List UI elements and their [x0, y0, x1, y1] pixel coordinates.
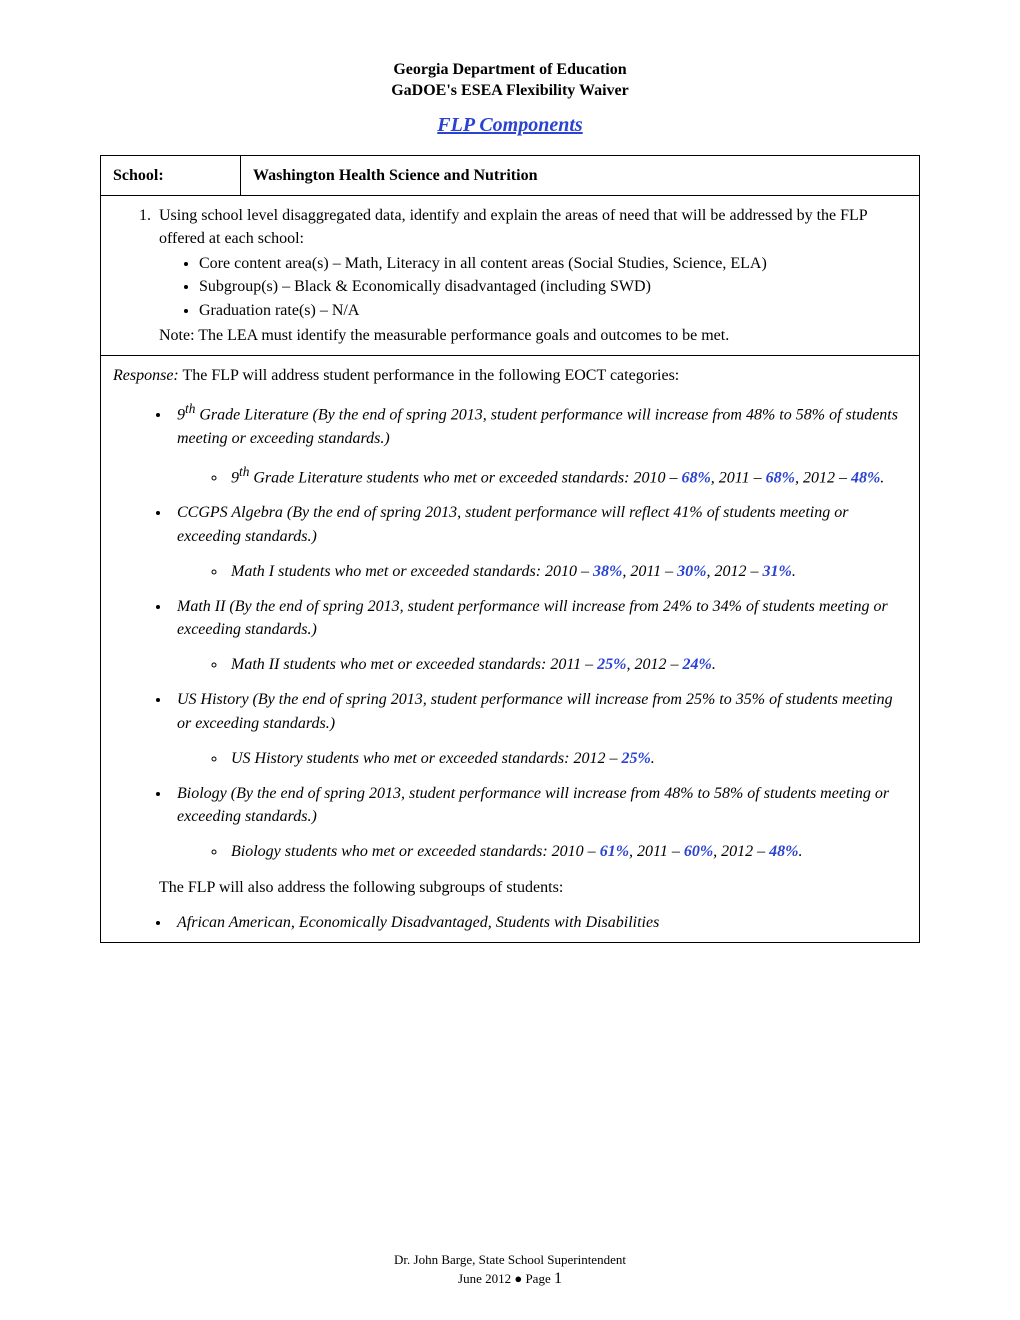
g4s2: .: [798, 843, 802, 860]
g0s1: , 2012 –: [795, 469, 851, 486]
goal-2-pre: Math II (By the end of spring 2013, stud…: [177, 598, 888, 638]
g0s2: .: [880, 469, 884, 486]
goal-1-pre: CCGPS Algebra (By the end of spring 2013…: [177, 504, 848, 544]
g0d-post: Grade Literature students who met or exc…: [249, 469, 681, 486]
goal-0-sup: th: [185, 401, 195, 416]
goal-1: CCGPS Algebra (By the end of spring 2013…: [171, 501, 907, 583]
g4p2: 48%: [769, 843, 798, 860]
g1d-pre: Math I students who met or exceeded stan…: [231, 563, 593, 580]
subgroup-item: African American, Economically Disadvant…: [171, 911, 907, 934]
footer-page-no: 1: [554, 1270, 562, 1287]
flp-table: School: Washington Health Science and Nu…: [100, 155, 920, 943]
goal-0-post: Grade Literature (By the end of spring 2…: [177, 406, 898, 446]
goal-2-detail: Math II students who met or exceeded sta…: [227, 653, 907, 676]
g1p1: 30%: [677, 563, 706, 580]
g0d-sup: th: [239, 464, 249, 479]
school-name-cell: Washington Health Science and Nutrition: [241, 155, 920, 195]
g3p0: 25%: [621, 750, 650, 767]
g4p0: 61%: [600, 843, 629, 860]
g0p1: 68%: [766, 469, 795, 486]
page-title: FLP Components: [100, 114, 920, 137]
g0d-pre: 9: [231, 469, 239, 486]
subgroup-intro: The FLP will also address the following …: [113, 876, 907, 899]
school-label-cell: School:: [101, 155, 241, 195]
footer-line-1: Dr. John Barge, State School Superintend…: [0, 1252, 1020, 1269]
goal-3-pre: US History (By the end of spring 2013, s…: [177, 691, 893, 731]
g4s0: , 2011 –: [629, 843, 684, 860]
goal-1-detail: Math I students who met or exceeded stan…: [227, 560, 907, 583]
g1s2: .: [792, 563, 796, 580]
g2s0: , 2012 –: [626, 656, 682, 673]
g2s1: .: [712, 656, 716, 673]
g2d-pre: Math II students who met or exceeded sta…: [231, 656, 597, 673]
g1s0: , 2011 –: [622, 563, 677, 580]
goal-3: US History (By the end of spring 2013, s…: [171, 688, 907, 770]
dept-header-2: GaDOE's ESEA Flexibility Waiver: [100, 81, 920, 102]
goal-0: 9th Grade Literature (By the end of spri…: [171, 399, 907, 489]
g1p2: 31%: [762, 563, 791, 580]
question-note: Note: The LEA must identify the measurab…: [113, 324, 907, 347]
response-intro: Response: The FLP will address student p…: [113, 364, 907, 387]
goal-list: 9th Grade Literature (By the end of spri…: [113, 399, 907, 863]
goal-0-detail: 9th Grade Literature students who met or…: [227, 462, 907, 490]
question-bullets: Core content area(s) – Math, Literacy in…: [159, 252, 907, 322]
g2p0: 25%: [597, 656, 626, 673]
dept-header-1: Georgia Department of Education: [100, 60, 920, 81]
g0p0: 68%: [681, 469, 710, 486]
response-cell: Response: The FLP will address student p…: [101, 355, 920, 942]
response-intro-text: The FLP will address student performance…: [179, 367, 679, 384]
g0p2: 48%: [851, 469, 880, 486]
g1p0: 38%: [593, 563, 622, 580]
response-label: Response:: [113, 367, 179, 384]
goal-4: Biology (By the end of spring 2013, stud…: [171, 782, 907, 864]
goal-0-pre: 9: [177, 406, 185, 423]
g2p1: 24%: [682, 656, 711, 673]
subgroup-list: African American, Economically Disadvant…: [113, 911, 907, 934]
goal-4-pre: Biology (By the end of spring 2013, stud…: [177, 785, 889, 825]
g0s0: , 2011 –: [711, 469, 766, 486]
page-footer: Dr. John Barge, State School Superintend…: [0, 1252, 1020, 1290]
goal-4-detail: Biology students who met or exceeded sta…: [227, 840, 907, 863]
question-cell: Using school level disaggregated data, i…: [101, 195, 920, 355]
question-text: Using school level disaggregated data, i…: [159, 207, 867, 247]
goal-2: Math II (By the end of spring 2013, stud…: [171, 595, 907, 677]
bullet-1: Subgroup(s) – Black & Economically disad…: [199, 275, 907, 298]
g3d-pre: US History students who met or exceeded …: [231, 750, 621, 767]
footer-prefix: June 2012 ● Page: [458, 1271, 554, 1286]
g4p1: 60%: [684, 843, 713, 860]
goal-3-detail: US History students who met or exceeded …: [227, 747, 907, 770]
g1s1: , 2012 –: [706, 563, 762, 580]
g4d-pre: Biology students who met or exceeded sta…: [231, 843, 600, 860]
question-item: Using school level disaggregated data, i…: [155, 204, 907, 322]
bullet-0: Core content area(s) – Math, Literacy in…: [199, 252, 907, 275]
g4s1: , 2012 –: [713, 843, 769, 860]
footer-line-2: June 2012 ● Page 1: [0, 1269, 1020, 1290]
bullet-2: Graduation rate(s) – N/A: [199, 299, 907, 322]
g3s0: .: [651, 750, 655, 767]
